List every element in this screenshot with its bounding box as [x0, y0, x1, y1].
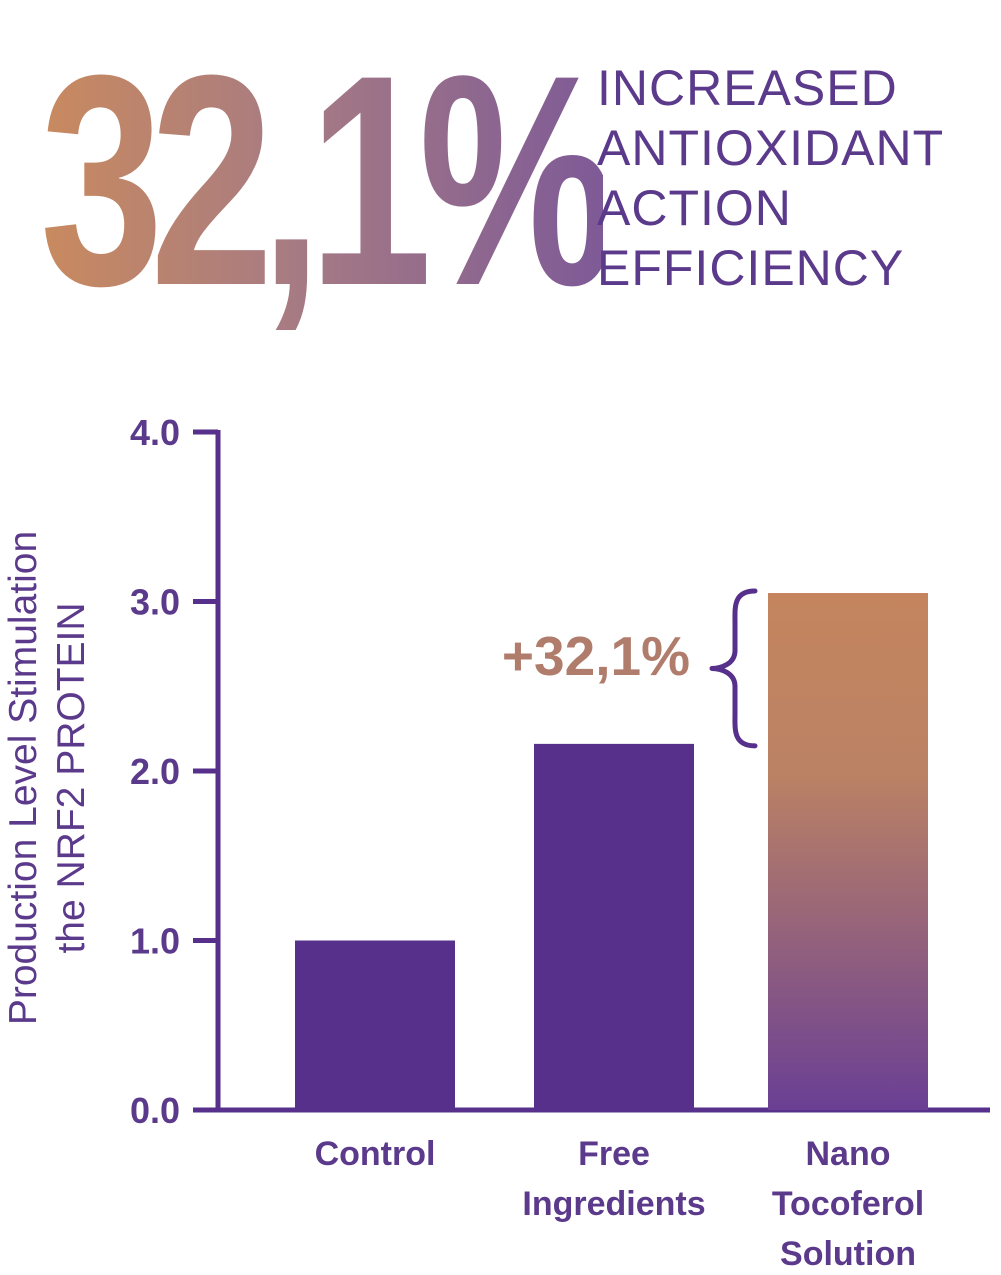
category-label-3: Nano Tocoferol Solution [772, 1135, 924, 1273]
bar-2 [534, 743, 694, 1110]
headline-line-2: ANTIOXIDANT [597, 120, 945, 176]
y-tick-label: 1.0 [130, 921, 180, 962]
y-axis-label: Production Level Stimulation the NRF2 PRO… [2, 531, 93, 1025]
headline-line-4: EFFICIENCY [597, 240, 905, 296]
y-axis-title: Production Level Stimulation the NRF2 PRO… [2, 531, 93, 1025]
y-axis-title-line-2: the NRF2 PROTEIN [50, 602, 93, 953]
category-label-2: Free Ingredients [522, 1135, 705, 1223]
headline-caption: INCREASED ANTIOXIDANT ACTION EFFICIENCY [597, 58, 944, 298]
annotation-label: +32,1% [502, 625, 690, 687]
y-tick-label: 3.0 [130, 582, 180, 623]
headline-line-3: ACTION [597, 180, 792, 236]
category-label-line: Solution [780, 1235, 916, 1273]
category-label-1: Control [315, 1135, 436, 1173]
y-tick-label: 0.0 [130, 1090, 180, 1131]
annotation: +32,1% [502, 588, 758, 749]
category-label-line: Free [578, 1135, 650, 1173]
category-label-line: Ingredients [522, 1185, 705, 1223]
bar-3 [768, 593, 928, 1110]
bars [295, 593, 928, 1110]
category-label-line: Control [315, 1135, 436, 1173]
category-label-line: Nano [806, 1135, 891, 1173]
headline-big-number: 32,1% [40, 12, 616, 348]
y-tick-label: 4.0 [130, 412, 180, 453]
headline-block: 32,1% [40, 30, 801, 330]
y-tick-label: 2.0 [130, 751, 180, 792]
category-labels: Control Free Ingredients Nano Tocoferol Solut… [315, 1135, 925, 1273]
headline-line-1: INCREASED [597, 60, 898, 116]
category-label-line: Tocoferol [772, 1185, 924, 1223]
bar-1 [295, 940, 455, 1110]
y-axis-title-line-1: Production Level Stimulation [2, 531, 45, 1025]
brace-icon [709, 588, 758, 749]
